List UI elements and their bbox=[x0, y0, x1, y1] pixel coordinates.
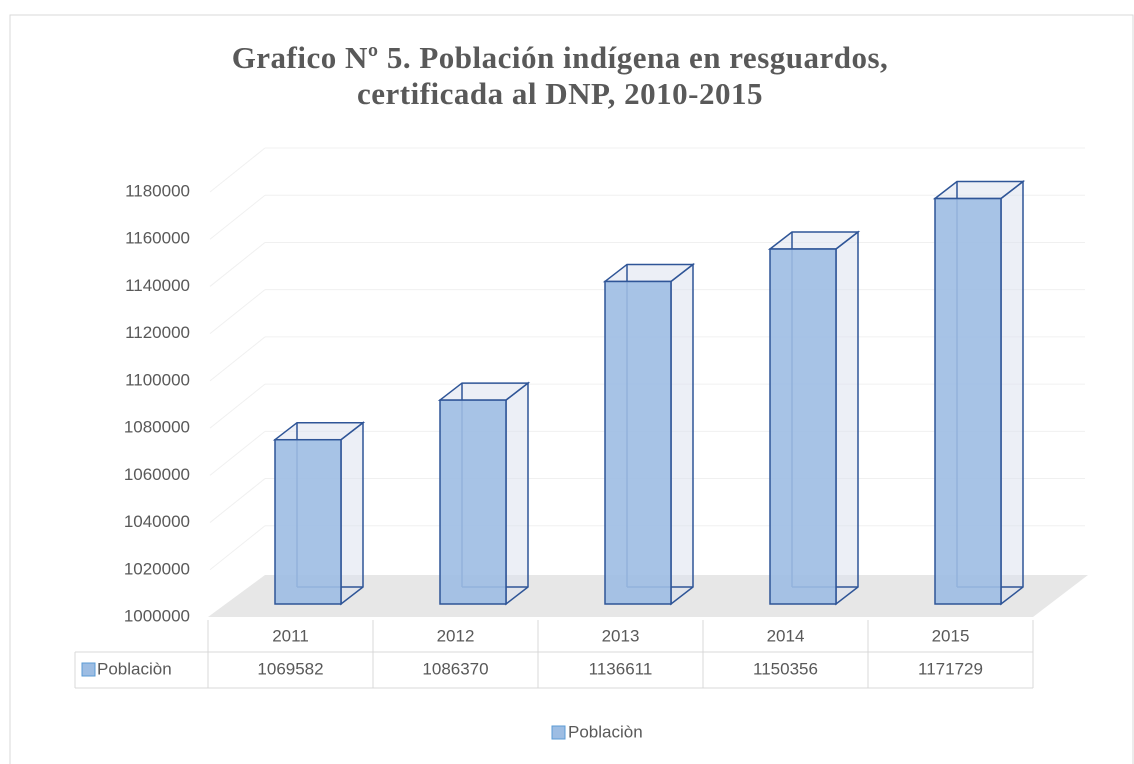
grid-line bbox=[209, 289, 266, 335]
bar-side bbox=[1000, 180, 1024, 606]
table-series-name: Poblaciòn bbox=[97, 659, 172, 678]
y-tick-label: 1160000 bbox=[125, 229, 190, 248]
table-value: 1150356 bbox=[753, 659, 818, 678]
x-tick-label: 2012 bbox=[437, 626, 475, 645]
bar bbox=[769, 248, 837, 605]
bar bbox=[604, 280, 672, 605]
y-tick-label: 1080000 bbox=[124, 418, 190, 437]
chart-title: Grafico Nº 5. Población indígena en resg… bbox=[231, 40, 889, 111]
grid-line bbox=[209, 242, 266, 287]
bar-side bbox=[505, 381, 529, 606]
y-tick-label: 1120000 bbox=[125, 323, 190, 342]
grid-line bbox=[209, 194, 266, 240]
grid-line bbox=[209, 336, 266, 382]
grid-line bbox=[209, 430, 266, 476]
y-tick-label: 1040000 bbox=[124, 512, 190, 531]
bar-side bbox=[340, 421, 364, 606]
grid-line bbox=[209, 525, 266, 571]
table-value: 1086370 bbox=[422, 659, 488, 678]
y-tick-label: 1180000 bbox=[125, 181, 190, 200]
bar bbox=[439, 399, 507, 605]
bar bbox=[274, 438, 342, 605]
y-tick-label: 1060000 bbox=[124, 465, 190, 484]
bar bbox=[934, 197, 1002, 605]
y-tick-label: 1100000 bbox=[125, 370, 190, 389]
legend-label: Poblaciòn bbox=[568, 722, 643, 741]
grid-line bbox=[209, 147, 266, 193]
grid-line bbox=[209, 383, 266, 429]
grid-line bbox=[209, 478, 266, 523]
x-tick-label: 2013 bbox=[602, 626, 640, 645]
y-tick-label: 1020000 bbox=[124, 559, 190, 578]
table-value: 1136611 bbox=[589, 659, 653, 678]
x-tick-label: 2014 bbox=[767, 626, 805, 645]
table-value: 1069582 bbox=[257, 659, 323, 678]
legend-swatch bbox=[81, 662, 96, 677]
legend-swatch bbox=[551, 725, 566, 740]
x-tick-label: 2011 bbox=[272, 626, 309, 645]
bar-side bbox=[670, 262, 694, 606]
y-tick-label: 1140000 bbox=[125, 276, 190, 295]
bar-side bbox=[835, 230, 859, 606]
y-tick-label: 1000000 bbox=[124, 606, 190, 625]
x-tick-label: 2015 bbox=[932, 626, 970, 645]
table-value: 1171729 bbox=[918, 659, 983, 678]
